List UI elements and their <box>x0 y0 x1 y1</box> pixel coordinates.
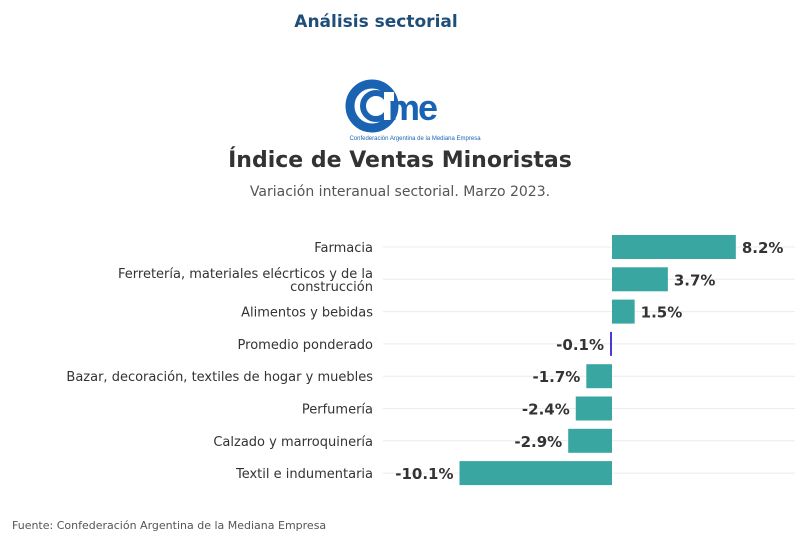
came-logo: me Confederación Argentina de la Mediana… <box>345 79 481 142</box>
category-label: Bazar, decoración, textiles de hogar y m… <box>66 370 373 385</box>
data-label: -10.1% <box>395 465 453 483</box>
bar <box>459 461 612 486</box>
category-label: Calzado y marroquinería <box>213 435 373 450</box>
category-label: Textil e indumentaria <box>235 467 373 482</box>
svg-text:Confederación Argentina de la: Confederación Argentina de la Mediana Em… <box>349 136 481 142</box>
category-label: Promedio ponderado <box>238 338 373 353</box>
category-label: Alimentos y bebidas <box>241 306 373 321</box>
section-header: Análisis sectorial <box>294 12 458 32</box>
data-label: -1.7% <box>533 368 581 386</box>
bar <box>612 299 635 324</box>
category-label: Perfumería <box>302 403 373 418</box>
data-label: -0.1% <box>556 336 604 354</box>
category-label: Ferretería, materiales elécrticos y de l… <box>118 267 373 282</box>
chart-subtitle: Variación interanual sectorial. Marzo 20… <box>249 184 551 200</box>
data-label: 8.2% <box>742 239 784 257</box>
bar <box>612 267 668 292</box>
svg-text:me: me <box>388 87 437 128</box>
data-label: -2.9% <box>514 433 562 451</box>
bar <box>568 428 612 453</box>
category-label: construcción <box>290 280 373 295</box>
source-note: Fuente: Confederación Argentina de la Me… <box>12 519 327 532</box>
bar <box>610 331 612 356</box>
chart-title: Índice de Ventas Minoristas <box>228 148 572 173</box>
bar <box>612 235 736 259</box>
category-label: Farmacia <box>314 241 373 256</box>
data-label: -2.4% <box>522 401 570 419</box>
bar <box>575 396 612 421</box>
bar <box>586 364 612 389</box>
data-label: 1.5% <box>641 304 683 322</box>
data-label: 3.7% <box>674 271 716 289</box>
